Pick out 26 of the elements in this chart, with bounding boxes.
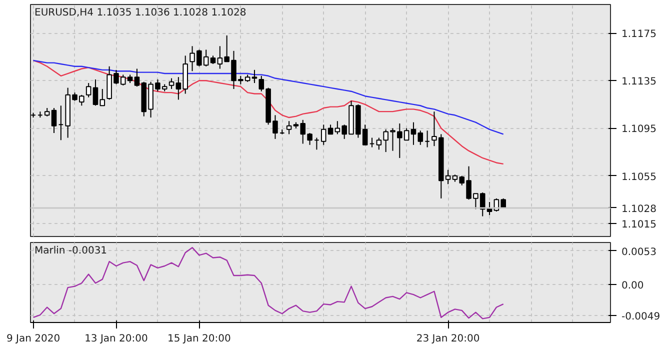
y-tick-label: 1.1055	[622, 172, 656, 183]
y-tick-label: 0.0053	[622, 246, 656, 258]
y-tick-label: 1.1015	[622, 219, 656, 230]
line-series	[32, 60, 504, 165]
x-tick-label: 15 Jan 20:00	[168, 334, 231, 344]
candlestick	[100, 88, 106, 106]
y-tick-label: -0.0049	[622, 312, 660, 323]
candlestick	[376, 137, 382, 150]
candlestick	[86, 82, 92, 98]
candlestick	[286, 120, 292, 135]
line-series	[32, 60, 504, 135]
x-tick-label: 23 Jan 20:00	[416, 334, 480, 344]
line-series	[32, 246, 504, 320]
y-tick-label: 1.1095	[622, 124, 656, 136]
chart-title: EURUSD,H4 1.1035 1.1036 1.1028 1.1028	[34, 8, 246, 18]
y-tick-label: 0.00	[622, 280, 644, 292]
y-tick-label: 1.1135	[622, 76, 656, 88]
ref-line-label: 1.1028	[622, 204, 656, 215]
candlestick	[252, 69, 258, 84]
candlestick	[51, 108, 57, 134]
x-tick-label: 9 Jan 2020	[6, 334, 60, 344]
candlestick	[168, 78, 174, 90]
x-tick-label: 13 Jan 20:00	[84, 334, 148, 344]
candlestick	[92, 78, 98, 106]
chart-title: Marlin -0.0031	[34, 246, 108, 256]
y-tick-label: 1.1175	[622, 29, 656, 40]
